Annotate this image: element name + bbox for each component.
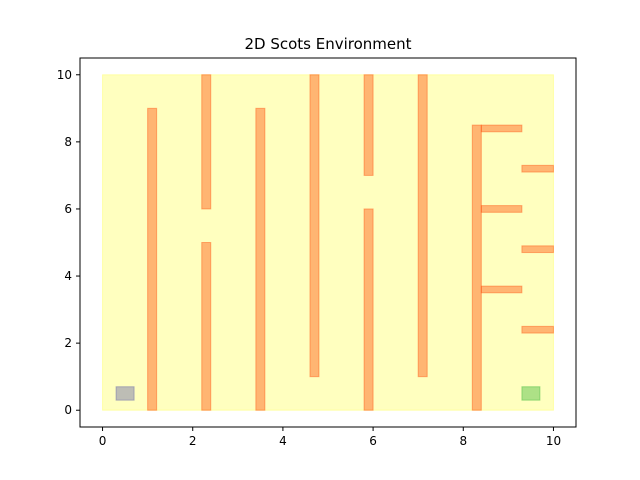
obstacle-7 [363,74,374,176]
x-tick-label: 4 [279,434,287,448]
obstacle-15 [521,325,554,334]
y-tick-label: 0 [64,403,72,417]
obstacle-2 [201,242,212,411]
chart-title: 2D Scots Environment [244,35,411,53]
target-set [521,386,541,401]
y-tick-label: 6 [64,202,72,216]
x-tick-label: 2 [189,434,197,448]
obstacle-6 [363,208,374,411]
y-tick-label: 10 [57,68,72,82]
obstacle-9 [471,124,482,411]
x-tick-label: 10 [546,434,561,448]
obstacle-5 [309,74,320,378]
x-tick-label: 8 [459,434,467,448]
obstacle-13 [521,164,554,173]
obstacle-11 [480,205,523,213]
y-tick-label: 8 [64,135,72,149]
axes-frame [79,57,577,428]
axes: 0 2 4 6 8 10 0 2 4 6 8 10 [57,57,577,448]
plot-area [102,74,554,411]
workspace-region [102,74,554,411]
obstacle-12 [480,285,523,294]
obstacle-14 [521,245,554,254]
obstacle-8 [417,74,428,378]
obstacle-3 [201,74,212,210]
x-tick-label: 6 [369,434,377,448]
obstacle-4 [255,107,266,411]
y-tick-label: 4 [64,269,72,283]
y-tick-label: 2 [64,336,72,350]
obstacle-10 [480,124,523,133]
initial-set [115,386,135,401]
x-tick-label: 0 [99,434,107,448]
obstacle-1 [147,107,158,411]
